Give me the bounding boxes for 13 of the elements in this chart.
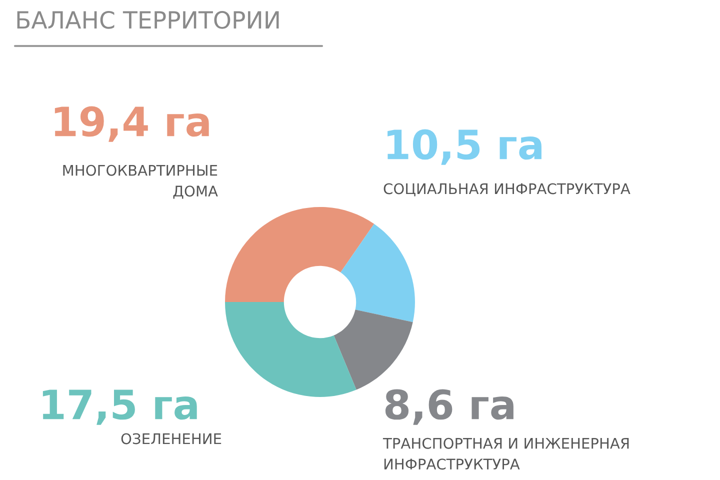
donut-slice xyxy=(225,207,374,302)
data-label: 8,6 га xyxy=(385,389,514,425)
donut-slice xyxy=(225,302,356,397)
slice-label: ТРАНСПОРТНАЯ И ИНЖЕНЕРНАЯ ИНФРАСТРУКТУРА xyxy=(382,438,629,470)
slice-label: МНОГОКВАРТИРНЫЕ ДОМА xyxy=(63,164,218,199)
donut-slice xyxy=(340,224,415,322)
data-label: 19,4 га xyxy=(54,106,209,142)
slice-label: СОЦИАЛЬНАЯ ИНФРАСТРУКТУРА xyxy=(384,183,630,196)
data-label: 17,5 га xyxy=(42,390,197,425)
donut-slice xyxy=(334,310,413,390)
slice-label: ОЗЕЛЕНЕНИЕ xyxy=(121,433,222,444)
data-label: 10,5 га xyxy=(388,129,542,165)
chart-title: БАЛАНС ТЕРРИТОРИИ xyxy=(17,10,279,29)
